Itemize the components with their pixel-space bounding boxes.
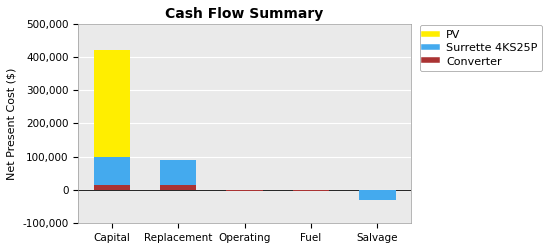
Bar (160, 185, 196, 190)
Legend: PV, Surrette 4KS25P, Converter: PV, Surrette 4KS25P, Converter (420, 25, 542, 71)
Y-axis label: Net Present Cost ($): Net Present Cost ($) (7, 67, 17, 180)
Bar (94, 50, 130, 157)
Bar (94, 157, 130, 185)
Bar (160, 160, 196, 185)
Bar (94, 185, 130, 190)
Bar (359, 190, 395, 200)
Title: Cash Flow Summary: Cash Flow Summary (166, 7, 324, 21)
